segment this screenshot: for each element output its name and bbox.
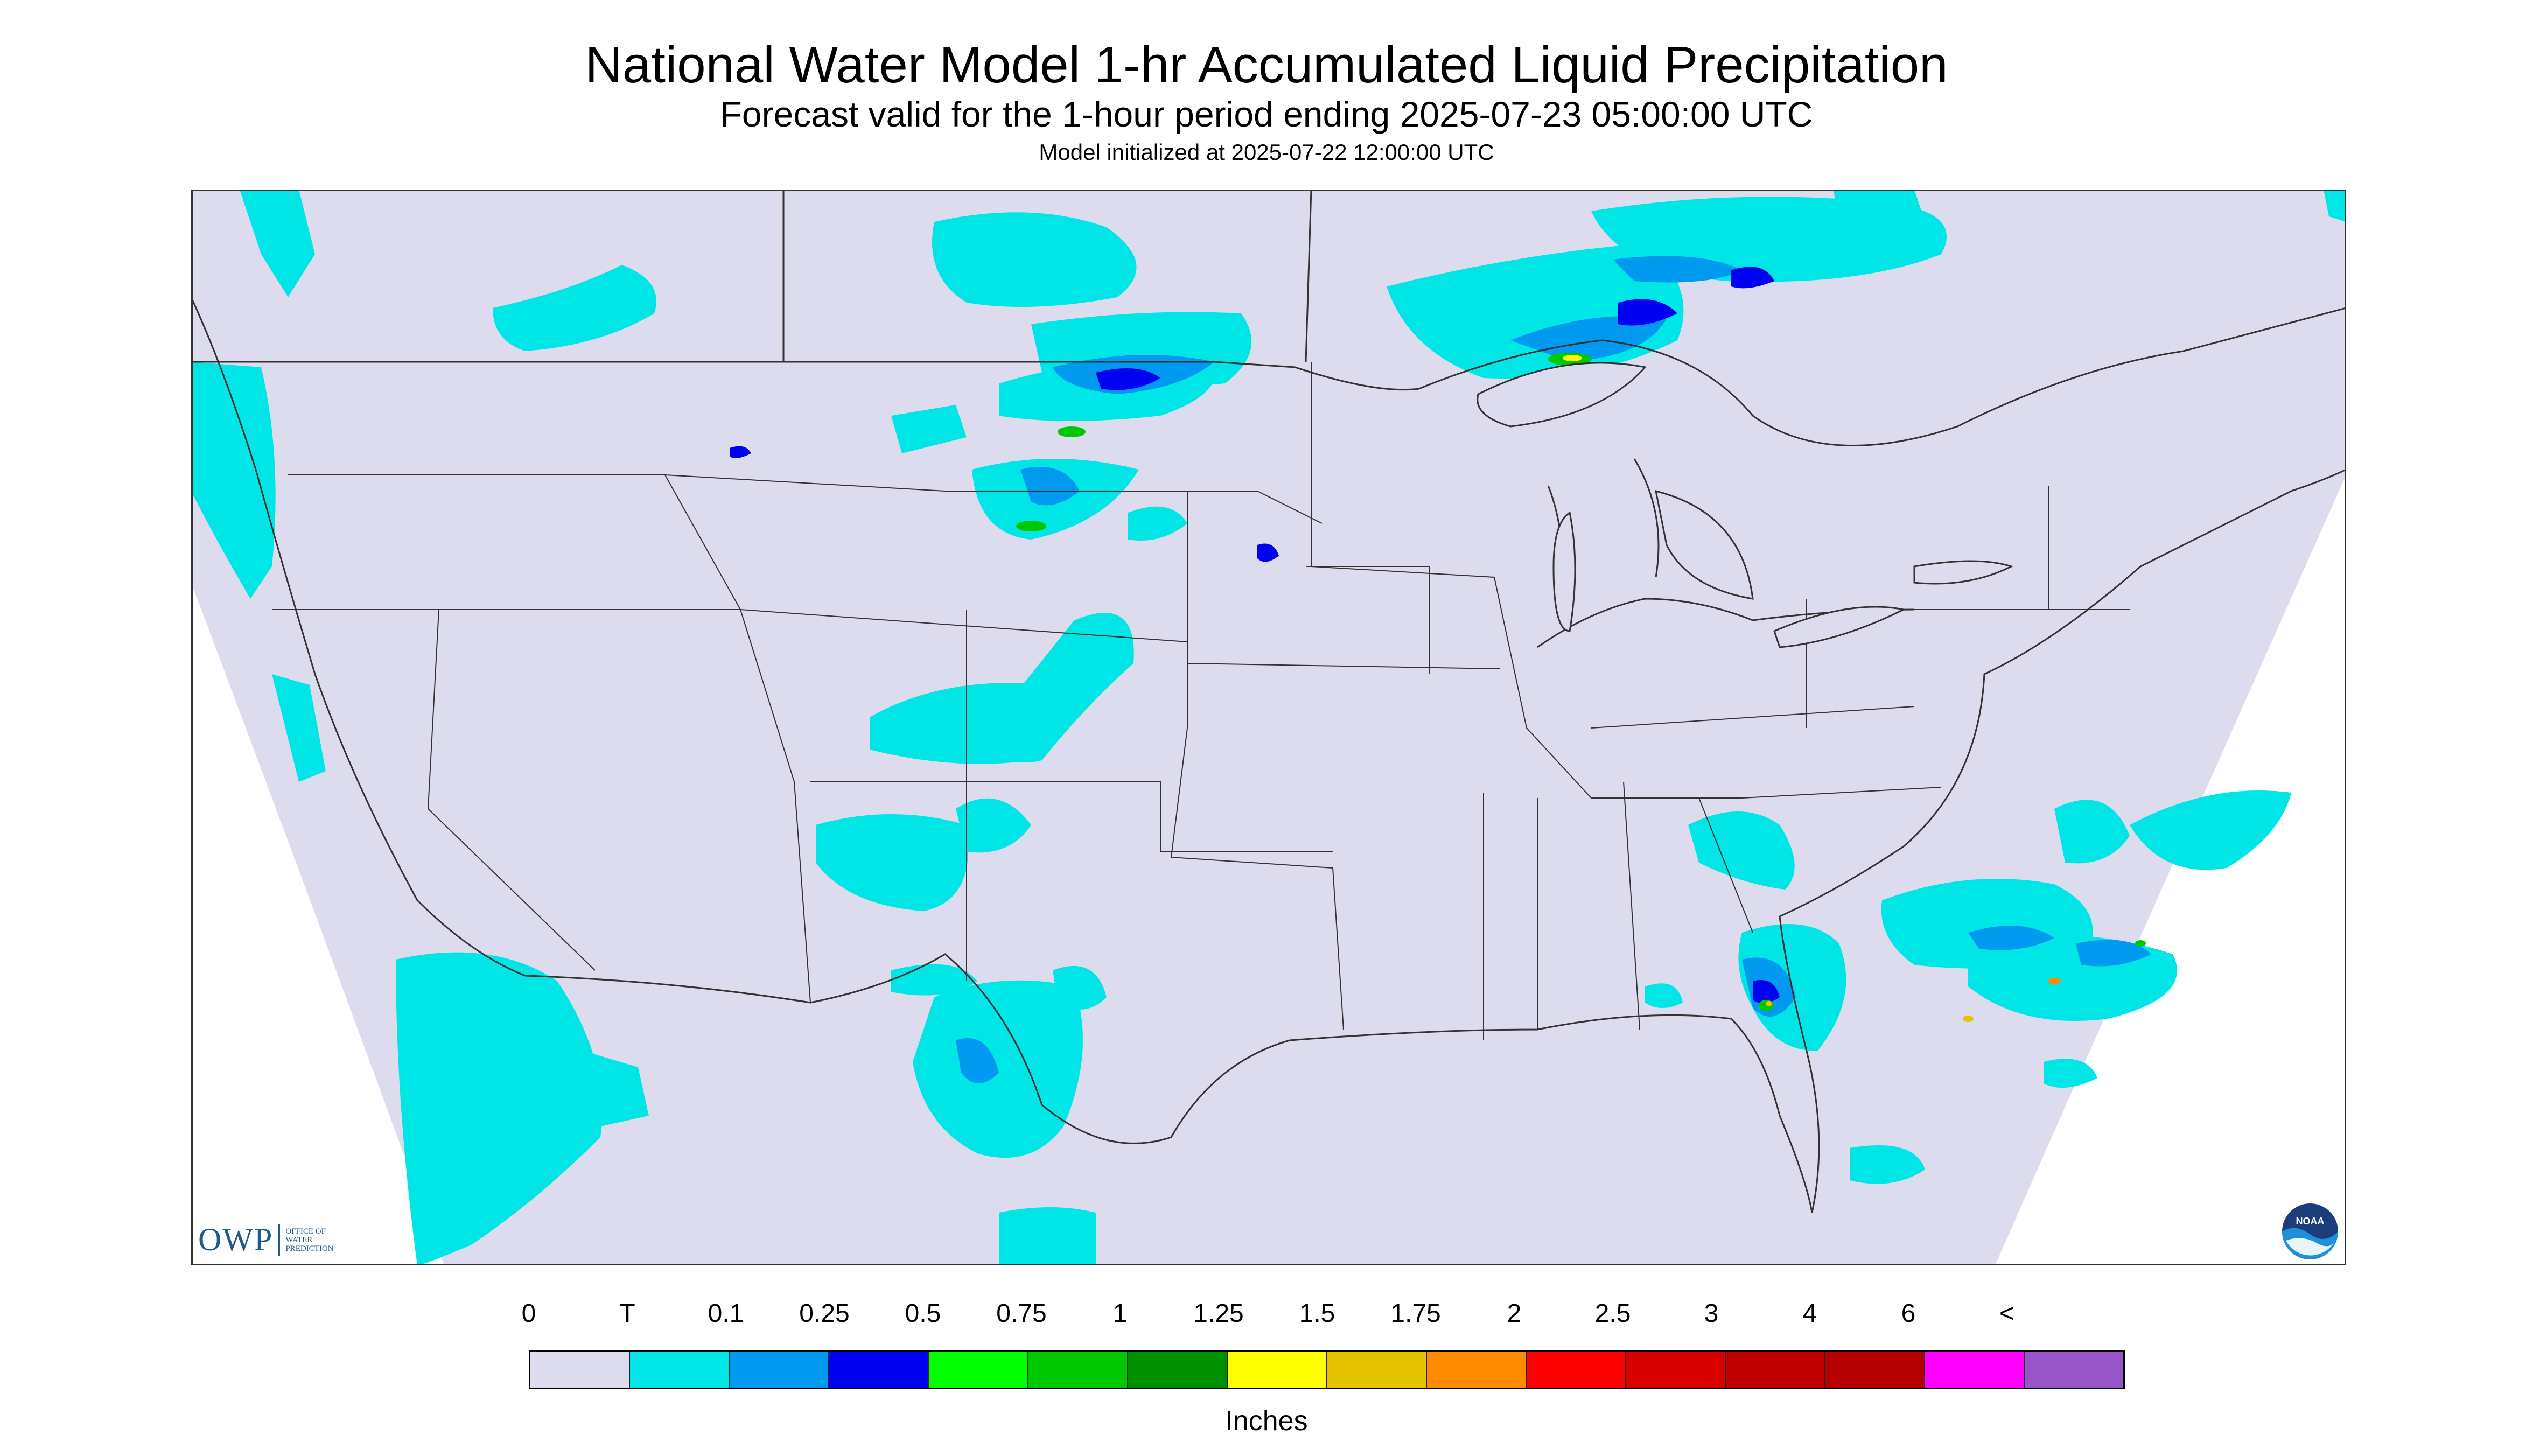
legend-label: 3	[1704, 1299, 1719, 1328]
legend-label: 1.5	[1299, 1299, 1335, 1328]
legend-swatch	[1925, 1352, 2025, 1388]
legend-labels: 0 T 0.1 0.25 0.5 0.75 1 1.25 1.5 1.75 2 …	[0, 1298, 2533, 1335]
precip-light-blue-areas	[956, 256, 2151, 1083]
map-frame	[191, 190, 2346, 1265]
legend-swatch	[1527, 1352, 1626, 1388]
legend-label: 1.25	[1193, 1299, 1244, 1328]
noaa-logo: NOAA	[2282, 1203, 2338, 1259]
legend-label: 0	[521, 1299, 536, 1328]
precip-heavy-cores	[1016, 353, 2146, 1022]
map-title: National Water Model 1-hr Accumulated Li…	[585, 36, 1948, 94]
legend-label: 0.25	[799, 1299, 850, 1328]
outside-domain-left	[191, 583, 444, 1265]
legend-units: Inches	[1225, 1405, 1308, 1437]
legend-label: <	[1999, 1299, 2015, 1328]
legend-swatch	[829, 1352, 929, 1388]
owp-logo-text: OFFICE OF WATER PREDICTION	[285, 1227, 334, 1253]
owp-logo: OWP OFFICE OF WATER PREDICTION	[198, 1221, 355, 1258]
legend-swatch	[630, 1352, 730, 1388]
legend-swatch	[730, 1352, 829, 1388]
great-lakes	[1477, 362, 2013, 648]
legend-label: 2.5	[1594, 1299, 1631, 1328]
forecast-valid-subtitle: Forecast valid for the 1-hour period end…	[720, 94, 1813, 134]
legend-swatch	[2025, 1352, 2123, 1388]
legend-label: 4	[1802, 1299, 1817, 1328]
legend-swatch	[929, 1352, 1028, 1388]
legend-label: 0.1	[708, 1299, 744, 1328]
legend-swatch	[530, 1352, 630, 1388]
legend-swatch	[1228, 1352, 1327, 1388]
legend-swatch	[1327, 1352, 1427, 1388]
legend-swatch	[1726, 1352, 1825, 1388]
owp-logo-mark: OWP	[198, 1222, 274, 1257]
legend-color-bar	[529, 1350, 2125, 1389]
precip-dark-blue-areas	[730, 267, 1780, 1004]
state-borders	[272, 362, 2130, 1040]
model-init-text: Model initialized at 2025-07-22 12:00:00…	[1039, 139, 1494, 165]
legend-label: 2	[1507, 1299, 1522, 1328]
legend-swatch	[1427, 1352, 1527, 1388]
noaa-logo-text: NOAA	[2296, 1216, 2325, 1227]
legend-swatch	[1626, 1352, 1726, 1388]
legend-label: 1	[1112, 1299, 1128, 1328]
legend-swatch	[1028, 1352, 1128, 1388]
legend-label: 1.75	[1390, 1299, 1441, 1328]
legend-swatch	[1825, 1352, 1925, 1388]
legend-label: 0.75	[996, 1299, 1047, 1328]
legend-swatch	[1128, 1352, 1228, 1388]
legend-label: 0.5	[905, 1299, 941, 1328]
owp-logo-divider	[278, 1224, 281, 1256]
legend-label: 6	[1901, 1299, 1916, 1328]
legend-label: T	[619, 1299, 635, 1328]
precipitation-map	[191, 190, 2346, 1265]
